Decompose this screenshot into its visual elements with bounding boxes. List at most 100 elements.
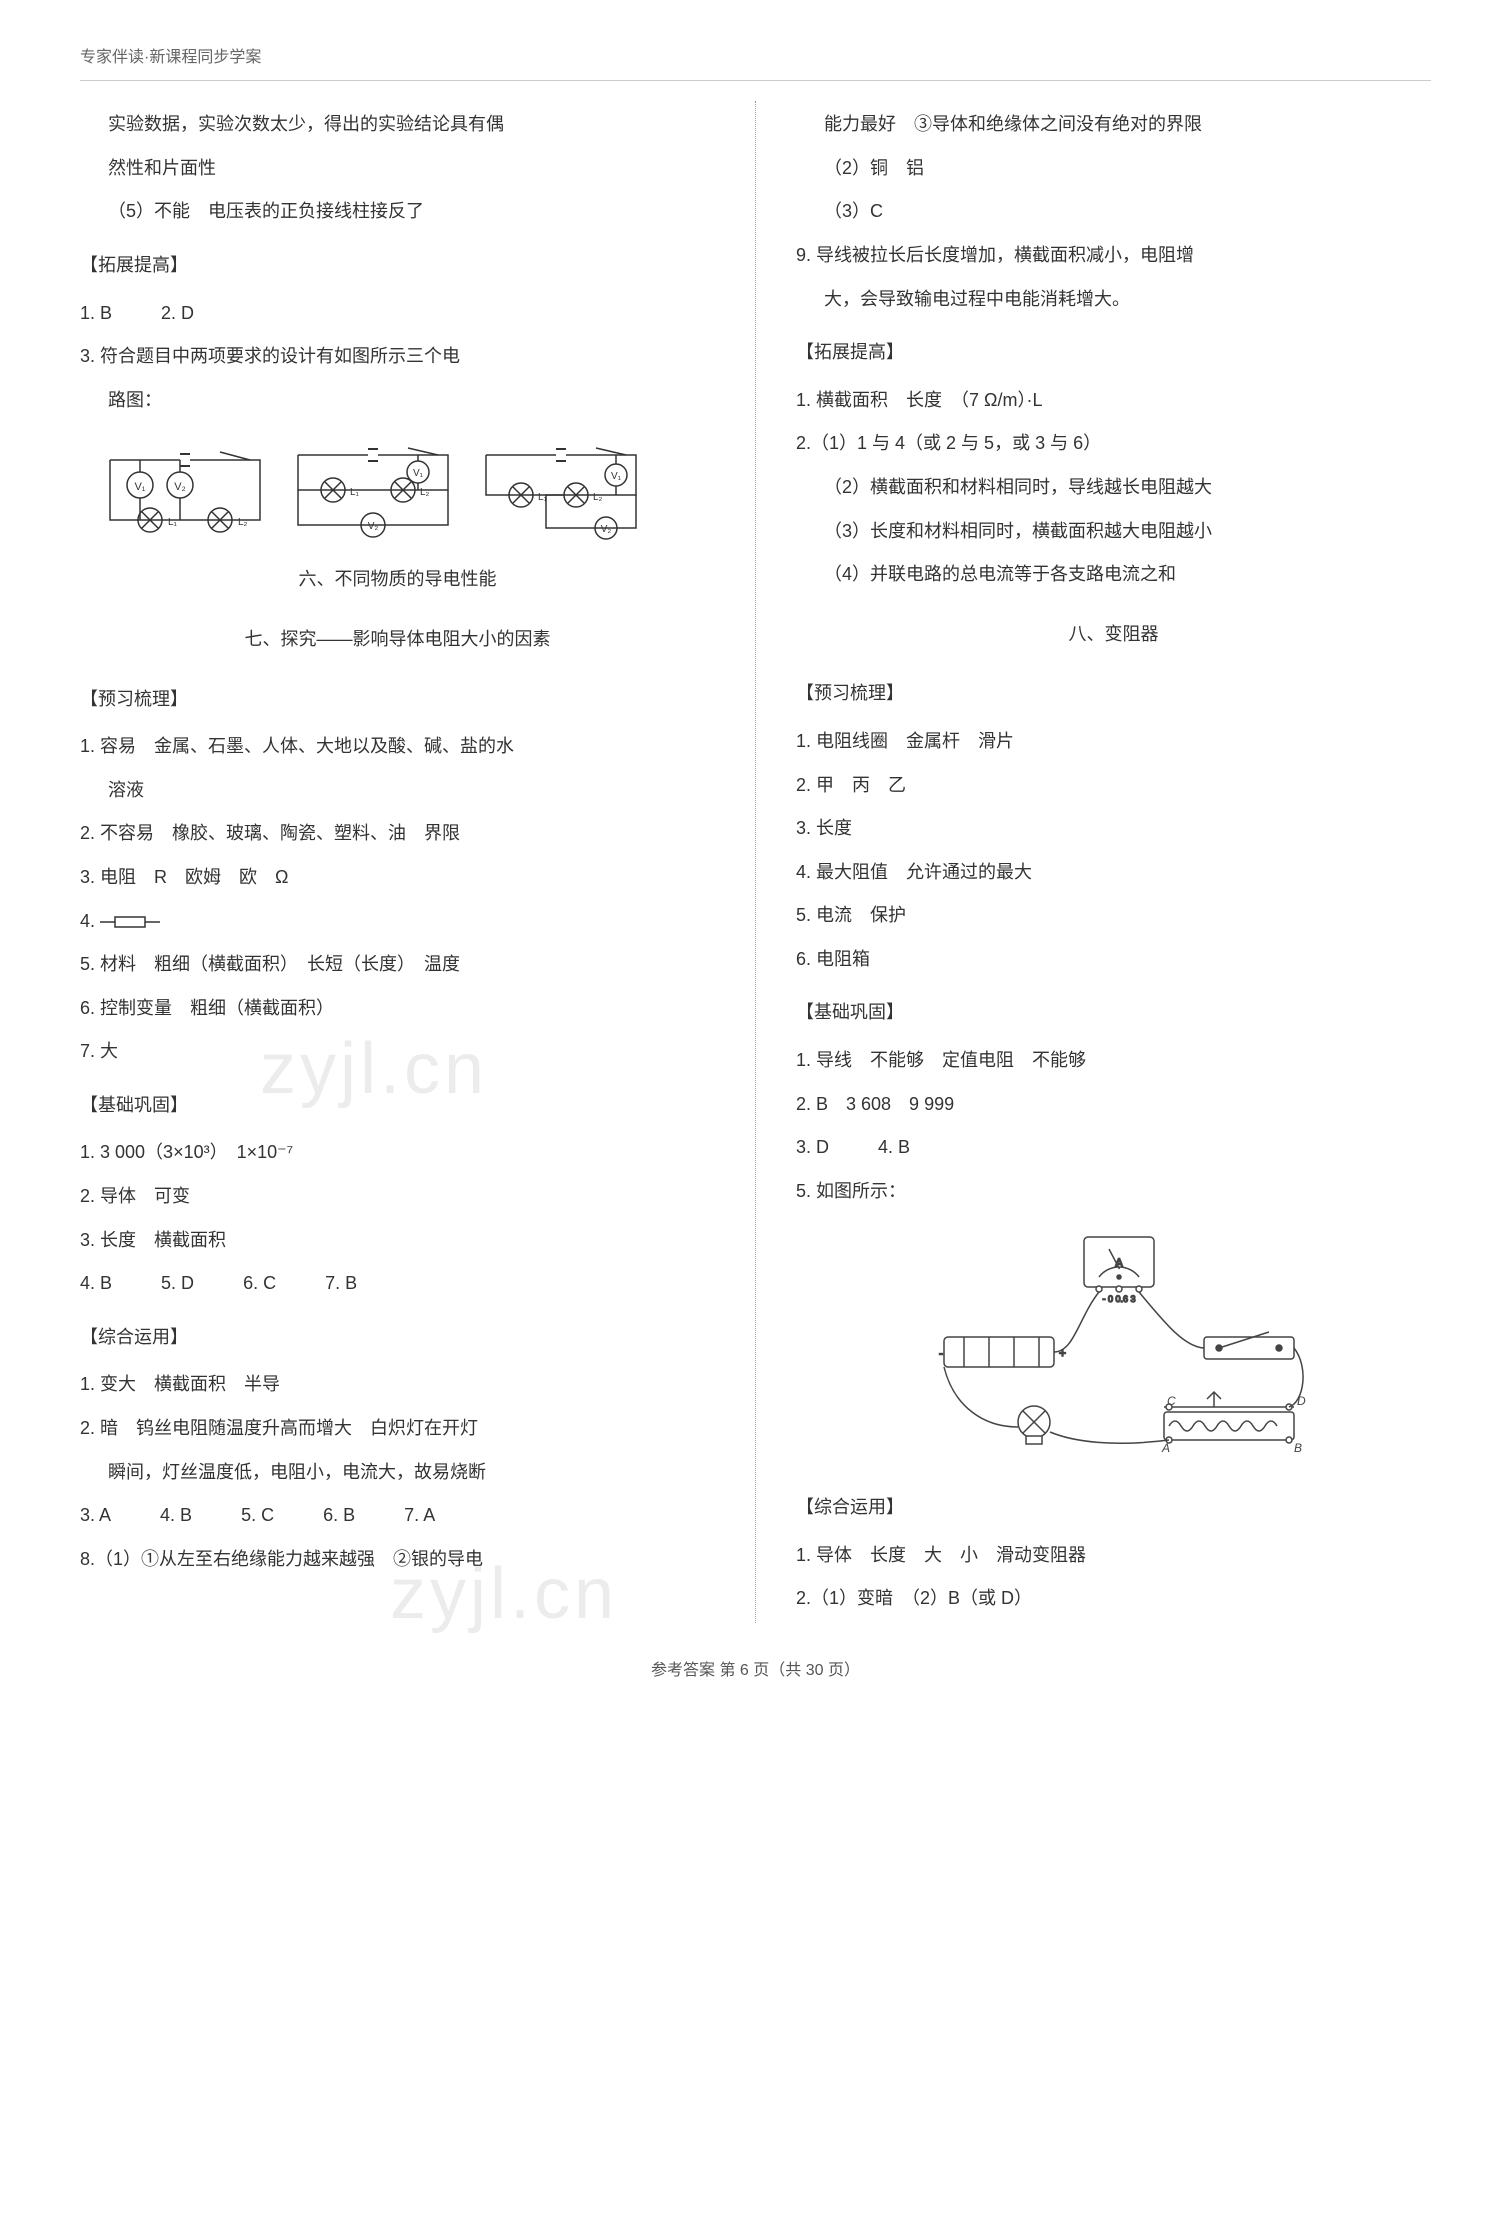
text-line: 3. 长度 — [796, 809, 1431, 849]
text-line: 5. 如图所示： — [796, 1172, 1431, 1212]
text-line: 5. 电流 保护 — [796, 896, 1431, 936]
text-line: 2. 甲 丙 乙 — [796, 766, 1431, 806]
ans: 3. D — [796, 1137, 829, 1157]
text-line: 2. B 3 608 9 999 — [796, 1085, 1431, 1125]
text-line: 1. 3 000（3×10³） 1×10⁻⁷ — [80, 1133, 715, 1173]
ans: 3. A — [80, 1505, 111, 1525]
text-line: 实验数据，实验次数太少，得出的实验结论具有偶 — [80, 105, 715, 145]
svg-text:L₂: L₂ — [238, 517, 248, 528]
circuit-diagram-3: V₁ L₁ L₂ V₂ — [476, 440, 646, 540]
right-column: 能力最好 ③导体和绝缘体之间没有绝对的界限 （2）铜 铝 （3）C 9. 导线被… — [796, 101, 1431, 1623]
text-line: 路图： — [80, 381, 715, 421]
svg-text:V₂: V₂ — [601, 524, 612, 535]
left-column: 实验数据，实验次数太少，得出的实验结论具有偶 然性和片面性 （5）不能 电压表的… — [80, 101, 715, 1623]
svg-text:B: B — [1294, 1441, 1302, 1455]
svg-text:V₁: V₁ — [413, 468, 424, 479]
text-line: 1. 电阻线圈 金属杆 滑片 — [796, 722, 1431, 762]
text-line: 1. 导线 不能够 定值电阻 不能够 — [796, 1041, 1431, 1081]
answer-line: 3. D 4. B — [796, 1128, 1431, 1168]
text-line: 2. 导体 可变 — [80, 1177, 715, 1217]
text-line: 能力最好 ③导体和绝缘体之间没有绝对的界限 — [796, 105, 1431, 145]
text-line: （3）长度和材料相同时，横截面积越大电阻越小 — [796, 512, 1431, 552]
section-subheading: 【基础巩固】 — [796, 993, 1431, 1033]
ans: 4. B — [80, 1273, 112, 1293]
resistor-icon — [100, 914, 160, 930]
text-line: 1. 变大 横截面积 半导 — [80, 1365, 715, 1405]
section-heading: 六、不同物质的导电性能 — [80, 560, 715, 600]
section-heading: 八、变阻器 — [796, 615, 1431, 655]
text-line: 然性和片面性 — [80, 149, 715, 189]
text-line: 3. 长度 横截面积 — [80, 1221, 715, 1261]
svg-text:L₁: L₁ — [350, 487, 360, 498]
circuit-illustration: A - 0 0.6 3 - + — [796, 1227, 1431, 1472]
text-line: 3. 电阻 R 欧姆 欧 Ω — [80, 858, 715, 898]
circuit-diagrams: V₁ V₂ L₁ L₂ L₁ L₂ — [80, 440, 715, 540]
svg-text:L₂: L₂ — [420, 487, 430, 498]
svg-text:V₂: V₂ — [368, 521, 379, 532]
text-line: 1. 导体 长度 大 小 滑动变阻器 — [796, 1536, 1431, 1576]
rheostat-circuit-icon: A - 0 0.6 3 - + — [904, 1227, 1324, 1457]
svg-text:V₁: V₁ — [611, 471, 622, 482]
column-divider — [755, 101, 756, 1623]
ans: 5. D — [161, 1273, 194, 1293]
section-subheading: 【拓展提高】 — [80, 246, 715, 286]
circuit-diagram-1: V₁ V₂ L₁ L₂ — [100, 440, 270, 540]
section-subheading: 【拓展提高】 — [796, 333, 1431, 373]
text-line: 2.（1）变暗 （2）B（或 D） — [796, 1579, 1431, 1619]
text-line: 5. 材料 粗细（横截面积） 长短（长度） 温度 — [80, 945, 715, 985]
section-subheading: 【综合运用】 — [796, 1488, 1431, 1528]
svg-text:A: A — [1161, 1441, 1170, 1455]
ans: 7. B — [325, 1273, 357, 1293]
page-header: 专家伴读·新课程同步学案 — [80, 40, 1431, 81]
text-line: 溶液 — [80, 771, 715, 811]
svg-text:- 0 0.6 3: - 0 0.6 3 — [1102, 1294, 1135, 1304]
text-line: 6. 电阻箱 — [796, 940, 1431, 980]
text-line: （2）横截面积和材料相同时，导线越长电阻越大 — [796, 468, 1431, 508]
ans: 1. B — [80, 303, 112, 323]
section-heading: 七、探究——影响导体电阻大小的因素 — [80, 620, 715, 660]
text-line: （3）C — [796, 192, 1431, 232]
text-line: 2. 不容易 橡胶、玻璃、陶瓷、塑料、油 界限 — [80, 814, 715, 854]
text-line: 1. 横截面积 长度 （7 Ω/m）·L — [796, 381, 1431, 421]
ans: 4. B — [160, 1505, 192, 1525]
text-line: 大，会导致输电过程中电能消耗增大。 — [796, 280, 1431, 320]
circuit-diagram-2: L₁ L₂ V₁ V₂ — [288, 440, 458, 540]
content-columns: 实验数据，实验次数太少，得出的实验结论具有偶 然性和片面性 （5）不能 电压表的… — [80, 101, 1431, 1623]
text-line: 7. 大 — [80, 1032, 715, 1072]
text-line: （4）并联电路的总电流等于各支路电流之和 — [796, 555, 1431, 595]
ans: 6. C — [243, 1273, 276, 1293]
text-line: 4. — [80, 902, 715, 942]
text-line: 4. 最大阻值 允许通过的最大 — [796, 853, 1431, 893]
text-line: （5）不能 电压表的正负接线柱接反了 — [80, 192, 715, 232]
section-subheading: 【预习梳理】 — [796, 674, 1431, 714]
text-line: 2.（1）1 与 4（或 2 与 5，或 3 与 6） — [796, 424, 1431, 464]
text-line: 瞬间，灯丝温度低，电阻小，电流大，故易烧断 — [80, 1453, 715, 1493]
text-line: 9. 导线被拉长后长度增加，横截面积减小，电阻增 — [796, 236, 1431, 276]
ans: 7. A — [404, 1505, 435, 1525]
answer-line: 1. B 2. D — [80, 294, 715, 334]
svg-text:V₁: V₁ — [134, 481, 145, 493]
ans: 4. — [80, 911, 100, 931]
svg-text:V₂: V₂ — [174, 481, 186, 493]
text-line: 1. 容易 金属、石墨、人体、大地以及酸、碱、盐的水 — [80, 727, 715, 767]
ans: 6. B — [323, 1505, 355, 1525]
svg-text:L₂: L₂ — [593, 492, 603, 503]
section-subheading: 【综合运用】 — [80, 1318, 715, 1358]
text-line: 2. 暗 钨丝电阻随温度升高而增大 白炽灯在开灯 — [80, 1409, 715, 1449]
ans: 5. C — [241, 1505, 274, 1525]
ans: 4. B — [878, 1137, 910, 1157]
svg-text:L₁: L₁ — [168, 517, 178, 528]
section-subheading: 【预习梳理】 — [80, 680, 715, 720]
answer-line: 4. B 5. D 6. C 7. B — [80, 1264, 715, 1304]
text-line: （2）铜 铝 — [796, 149, 1431, 189]
ans: 2. D — [161, 303, 194, 323]
text-line: 6. 控制变量 粗细（横截面积） — [80, 989, 715, 1029]
svg-text:C: C — [1167, 1394, 1176, 1408]
answer-line: 3. A 4. B 5. C 6. B 7. A — [80, 1496, 715, 1536]
text-line: 3. 符合题目中两项要求的设计有如图所示三个电 — [80, 337, 715, 377]
svg-text:-: - — [939, 1346, 943, 1360]
page-footer: 参考答案 第 6 页（共 30 页） — [80, 1653, 1431, 1688]
svg-text:A: A — [1114, 1256, 1122, 1270]
svg-text:L₁: L₁ — [538, 492, 548, 503]
svg-text:D: D — [1297, 1394, 1306, 1408]
